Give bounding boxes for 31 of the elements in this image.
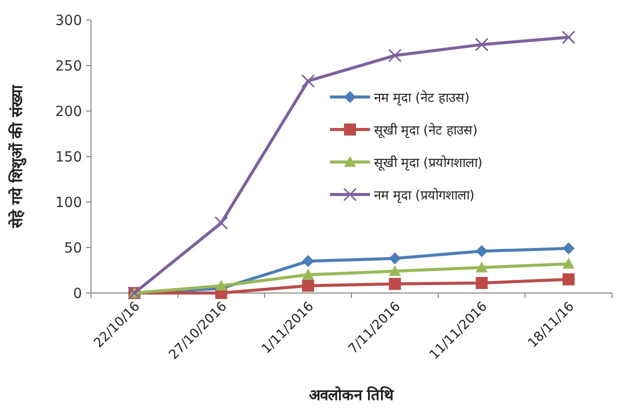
- y-tick-label: 300: [55, 13, 82, 29]
- legend-label: सूखी मृदा (नेट हाउस): [374, 122, 478, 138]
- y-axis-title: सेहे गये शिशुओं की संख्या: [8, 84, 27, 229]
- point: [475, 38, 488, 52]
- point: [302, 255, 314, 268]
- point: [214, 216, 228, 230]
- y-tick-label: 50: [64, 240, 82, 256]
- point: [388, 252, 401, 264]
- point: [562, 258, 575, 269]
- point: [476, 262, 488, 272]
- y-tick-label: 250: [55, 58, 82, 74]
- point: [388, 265, 401, 276]
- legend-label: सूखी मृदा (प्रयोगशाला): [374, 155, 482, 171]
- point: [215, 280, 228, 291]
- legend-label: नम मृदा (नेट हाउस): [374, 90, 470, 106]
- point: [388, 48, 402, 62]
- y-tick-label: 0: [73, 286, 82, 302]
- y-tick-label: 100: [55, 195, 82, 211]
- point: [476, 245, 488, 258]
- point: [476, 276, 488, 289]
- y-tick-label: 150: [55, 150, 82, 166]
- x-axis-title: अवलोकन तिथि: [308, 386, 396, 404]
- point: [388, 278, 401, 290]
- y-tick-label: 200: [55, 104, 82, 120]
- point: [562, 242, 575, 254]
- point: [562, 30, 576, 44]
- point: [302, 268, 314, 280]
- point: [562, 273, 575, 286]
- legend-label: नम मृदा (प्रयोगशाला): [374, 188, 474, 204]
- point: [301, 74, 315, 88]
- point: [302, 280, 314, 292]
